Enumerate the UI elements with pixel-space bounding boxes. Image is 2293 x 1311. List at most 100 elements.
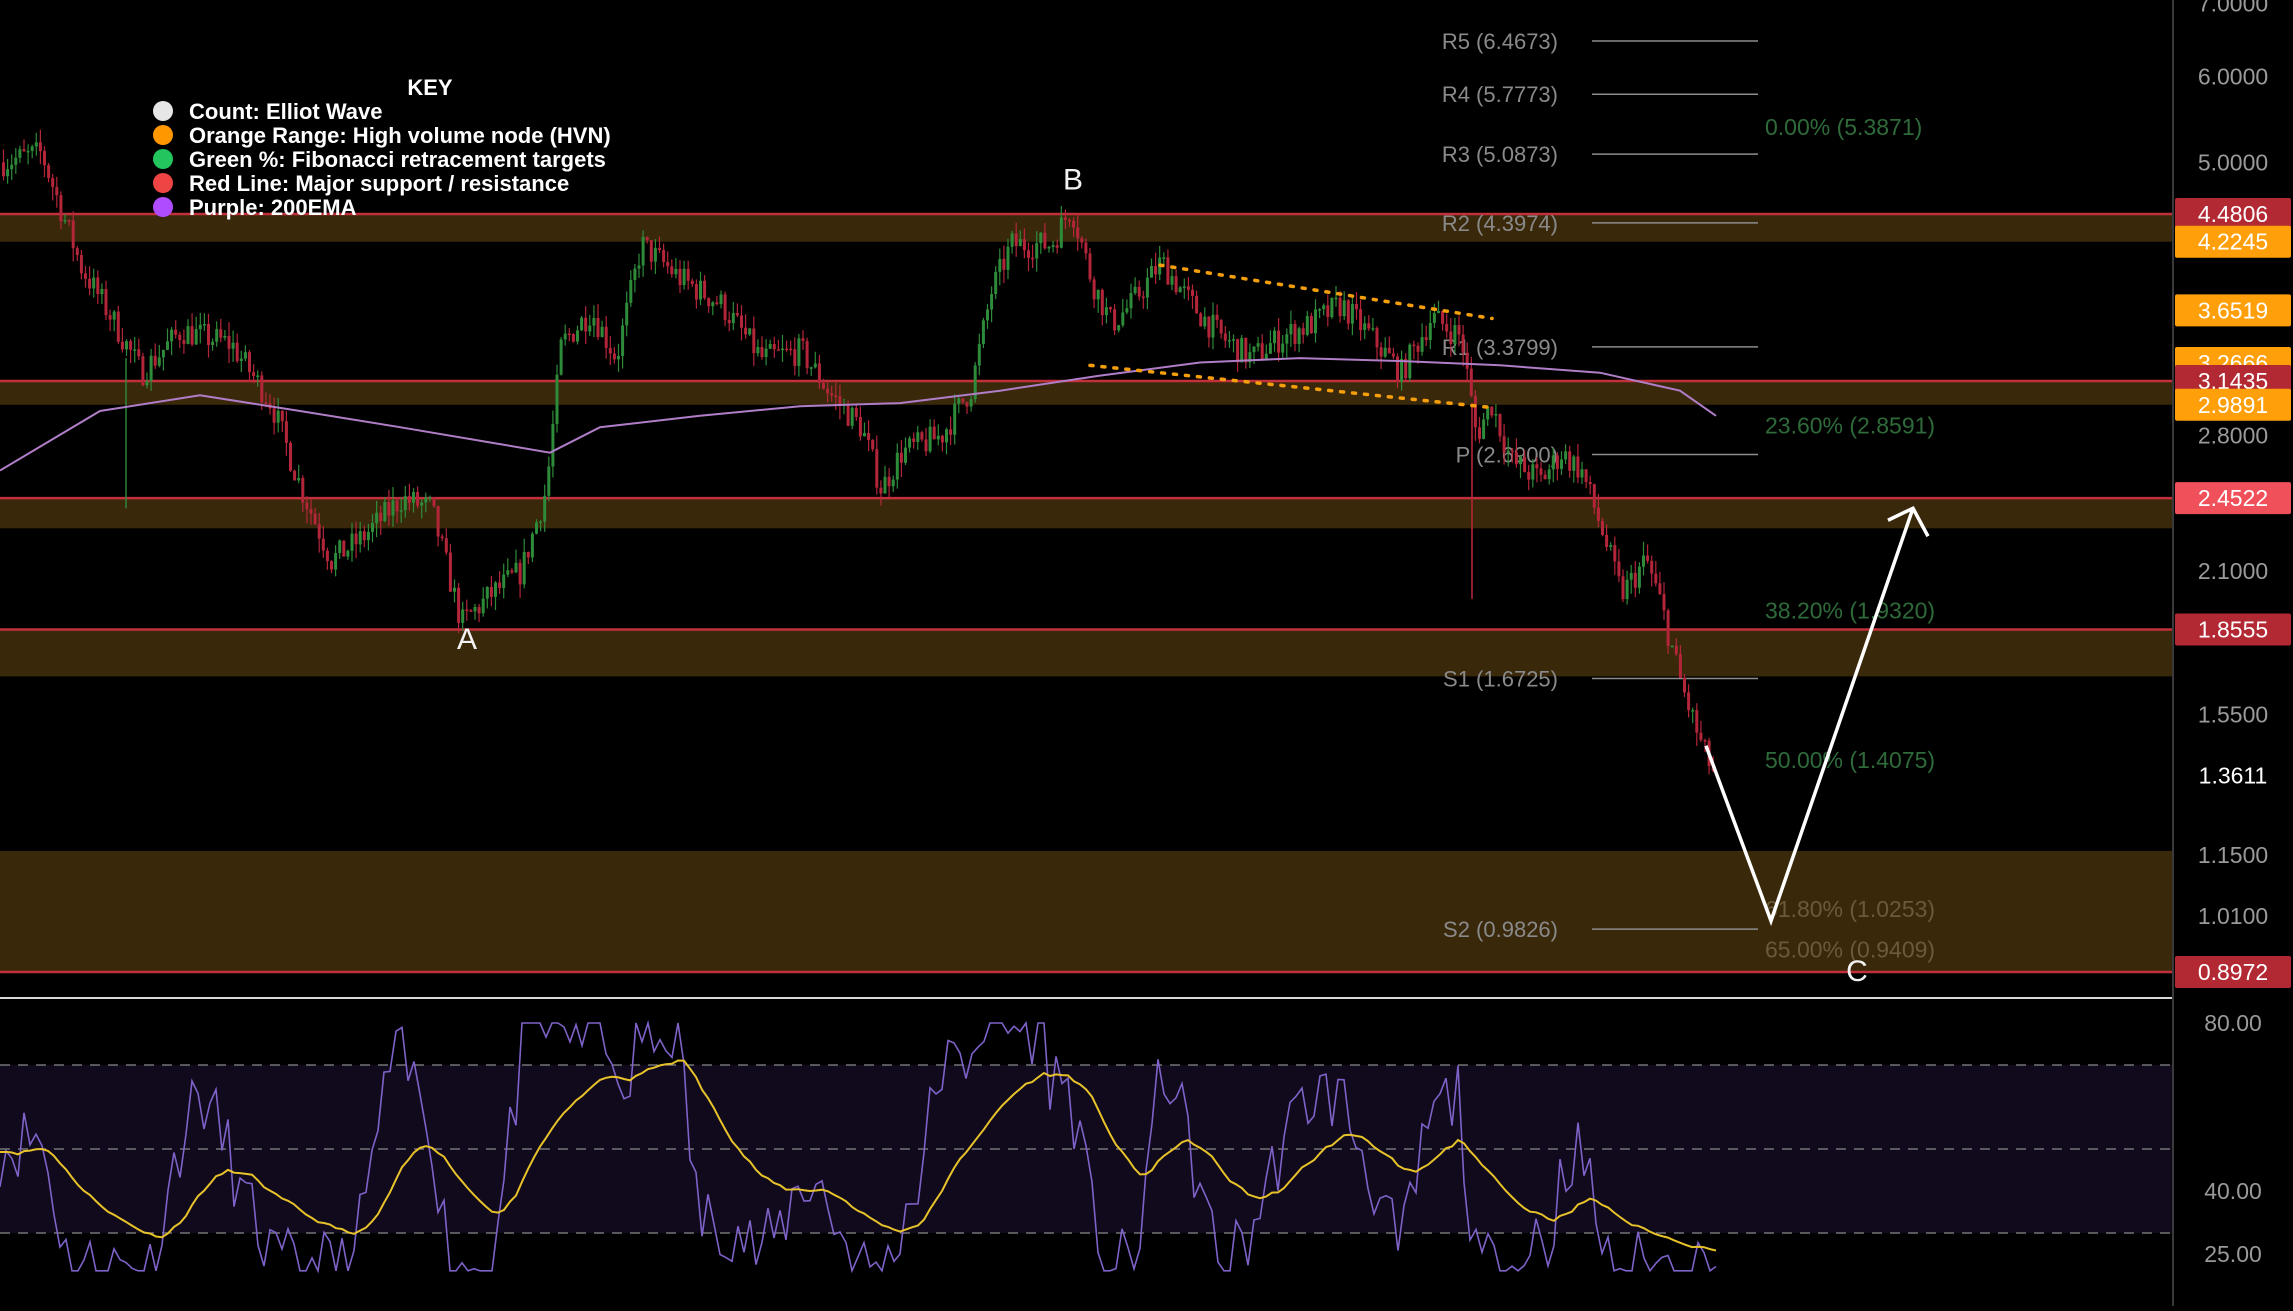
candle-body [1059, 217, 1063, 248]
candle-body [272, 408, 276, 423]
candle-body [1678, 654, 1682, 678]
candle-body [637, 265, 641, 269]
candle-body [621, 325, 625, 357]
candle-body [674, 268, 678, 275]
price-tick-label: 1.0100 [2198, 903, 2268, 929]
candle-body [1650, 560, 1654, 574]
candle-body [494, 582, 497, 597]
candle-body [1018, 239, 1022, 247]
triangle-upper-line [1158, 263, 1494, 321]
candle-body [75, 248, 79, 256]
hvn-zone [0, 850, 2172, 972]
candle-body [1002, 258, 1006, 270]
candle-body [1330, 297, 1334, 318]
wave-label-a: A [457, 623, 477, 656]
candle-body [108, 315, 112, 320]
candle-body [522, 551, 526, 585]
candle-body [653, 247, 657, 262]
candle-body [1031, 257, 1035, 260]
pivot-label: P (2.6900) [1456, 442, 1558, 467]
candle-body [1137, 286, 1141, 297]
candle-body [170, 329, 174, 342]
candle-body [895, 452, 899, 480]
candle-body [194, 329, 198, 345]
candle-body [1396, 356, 1399, 382]
candle-body [1469, 368, 1473, 396]
candle-body [1687, 692, 1691, 711]
candle-body [1457, 325, 1461, 335]
candle-body [219, 329, 223, 338]
price-tick-label: 5.0000 [2198, 149, 2268, 175]
candle-body [760, 347, 764, 358]
key-item: Orange Range: High volume node (HVN) [189, 123, 611, 148]
candle-body [1223, 333, 1227, 341]
candle-body [1461, 334, 1465, 353]
candle-body [1260, 343, 1264, 360]
candle-body [703, 280, 707, 299]
hvn-zone [0, 214, 2172, 242]
candle-body [1527, 471, 1531, 480]
candle-body [71, 220, 75, 249]
candle-body [1047, 246, 1051, 249]
candle-body [309, 509, 313, 514]
candle-body [830, 393, 834, 396]
candle-body [686, 268, 690, 281]
candle-body [1445, 323, 1449, 332]
candle-body [539, 521, 543, 523]
candle-body [284, 421, 288, 443]
candle-body [1256, 343, 1260, 347]
price-tick-label: 2.8000 [2198, 423, 2268, 449]
candle-body [1338, 297, 1342, 317]
candle-body [1170, 276, 1174, 285]
support-resistance-lines [0, 212, 2172, 974]
candle-body [1301, 328, 1305, 335]
key-item: Count: Elliot Wave [189, 99, 383, 124]
hvn-zone [0, 381, 2172, 405]
pivot-label: R1 (3.3799) [1442, 335, 1558, 360]
candle-body [1703, 740, 1707, 742]
candle-body [481, 598, 485, 614]
candle-body [432, 497, 436, 507]
key-item: Purple: 200EMA [189, 195, 357, 220]
key-dot-icon [153, 173, 173, 193]
candle-body [1437, 310, 1440, 314]
candle-body [506, 570, 510, 575]
fib-label: 38.20% (1.9320) [1765, 597, 1935, 623]
candle-body [207, 323, 210, 345]
candle-body [1400, 358, 1404, 382]
candle-body [711, 302, 715, 307]
candle-body [764, 348, 768, 358]
candle-body [334, 553, 338, 570]
candle-body [10, 164, 14, 170]
candle-body [79, 255, 83, 274]
candle-body [1207, 316, 1211, 338]
candle-body [448, 552, 452, 592]
price-badge [2175, 225, 2291, 258]
rsi-tick-label: 40.00 [2204, 1178, 2262, 1204]
candle-body [1584, 469, 1588, 482]
candle-body [924, 439, 928, 452]
candle-body [14, 157, 18, 165]
candle-body [559, 339, 563, 375]
candle-body [1293, 323, 1297, 344]
candle-body [625, 302, 629, 326]
candle-body [1662, 594, 1666, 611]
candle-body [596, 317, 600, 338]
candle-body [1424, 337, 1428, 341]
candle-body [1367, 323, 1371, 329]
candle-body [1346, 300, 1350, 324]
fib-label: 61.80% (1.0253) [1765, 896, 1935, 922]
candle-body [1264, 353, 1268, 360]
candle-body [1109, 307, 1112, 310]
candle-body [1572, 456, 1576, 471]
candle-body [580, 317, 584, 331]
candle-body [1117, 325, 1121, 331]
candle-body [1289, 323, 1293, 335]
candle-body [1186, 286, 1190, 290]
candle-body [990, 294, 994, 310]
candle-body [1519, 457, 1522, 465]
candle-body [215, 329, 219, 342]
candle-body [1432, 313, 1436, 323]
candle-body [977, 344, 981, 366]
